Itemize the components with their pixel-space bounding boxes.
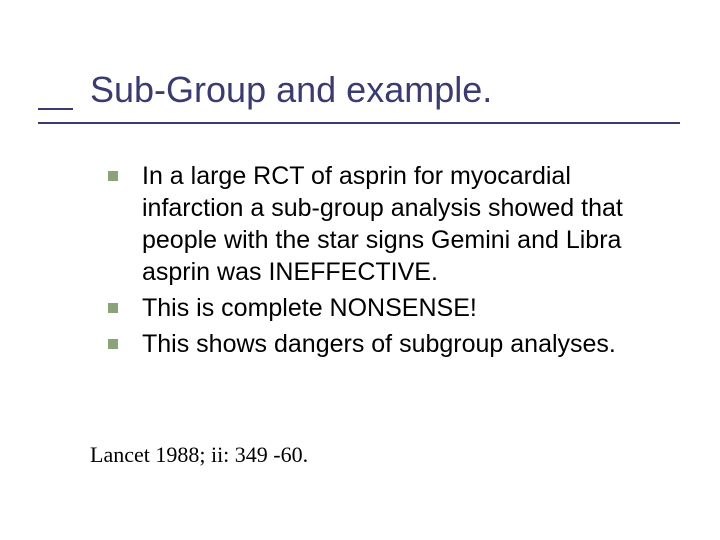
list-item: This is complete NONSENSE! — [108, 292, 670, 324]
square-bullet-icon — [108, 171, 118, 181]
body-content: In a large RCT of asprin for myocardial … — [108, 160, 670, 364]
square-bullet-icon — [108, 303, 118, 313]
title-underline — [38, 122, 680, 124]
list-item-text: This is complete NONSENSE! — [142, 294, 477, 322]
citation-text: Lancet 1988; ii: 349 -60. — [90, 442, 308, 468]
slide: Sub-Group and example. In a large RCT of… — [0, 0, 720, 540]
square-bullet-icon — [108, 339, 118, 349]
list-item-text: This shows dangers of subgroup analyses. — [142, 330, 616, 358]
list-item: This shows dangers of subgroup analyses. — [108, 328, 670, 360]
title-accent-short — [38, 108, 73, 110]
slide-title: Sub-Group and example. — [90, 70, 680, 116]
title-container: Sub-Group and example. — [90, 70, 680, 116]
list-item-text: In a large RCT of asprin for myocardial … — [142, 162, 623, 286]
list-item: In a large RCT of asprin for myocardial … — [108, 160, 670, 288]
